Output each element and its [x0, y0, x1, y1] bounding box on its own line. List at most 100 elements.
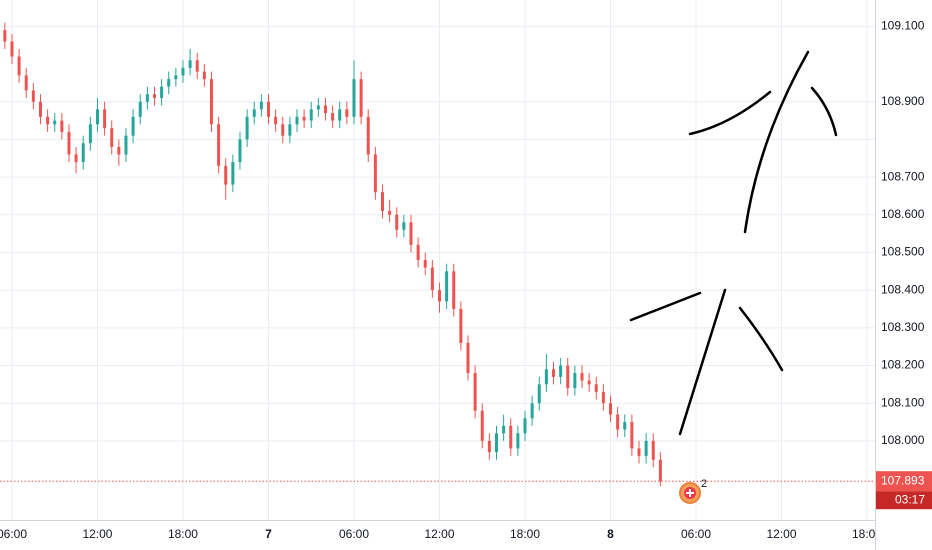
candle-body	[238, 139, 242, 163]
x-tick-label: 12:00	[82, 527, 112, 541]
candle-body	[388, 211, 392, 215]
candle-body	[537, 384, 541, 404]
candle-body	[616, 414, 620, 430]
candle-body	[594, 384, 598, 392]
x-tick-label: 7	[265, 527, 272, 541]
candle-body	[559, 365, 563, 377]
candle-body	[523, 418, 527, 434]
x-tick-label: 8	[607, 527, 614, 541]
candle-body	[573, 373, 577, 389]
candle-body	[366, 116, 370, 155]
x-tick-label: 12:00	[766, 527, 796, 541]
candle-body	[31, 90, 35, 102]
candle-body	[530, 403, 534, 419]
y-axis-panel	[875, 0, 932, 550]
candle-body	[131, 116, 135, 136]
candle-body	[259, 101, 263, 110]
candle-body	[95, 109, 99, 125]
candle-body	[323, 105, 327, 114]
candle-body	[352, 79, 356, 117]
x-tick-label: 06:00	[339, 527, 369, 541]
y-tick-label: 108.600	[881, 207, 925, 221]
candle-body	[266, 101, 270, 117]
candle-body	[658, 459, 662, 482]
event-badge[interactable]: 2	[679, 478, 707, 504]
candle-body	[345, 109, 349, 117]
x-axis: 06:00 12:00 18:00 7 06:00 12:00 18:00 8 06:00 12:…	[0, 520, 882, 541]
x-tick-label: 18:00	[852, 527, 882, 541]
drawing-stroke	[688, 90, 772, 136]
y-tick-label: 109.100	[881, 19, 925, 33]
candle-body	[117, 146, 121, 155]
candle-body	[188, 60, 192, 68]
candle-body	[452, 271, 456, 309]
countdown-label: 03:17	[895, 492, 925, 506]
drawing-stroke	[738, 306, 784, 372]
candle-body	[138, 101, 142, 117]
candle-body	[110, 128, 114, 147]
candle-body	[509, 425, 513, 449]
candle-body	[359, 79, 363, 117]
candle-body	[380, 192, 384, 212]
candle-body	[17, 56, 21, 76]
candle-body	[316, 105, 320, 110]
candle-body	[331, 113, 335, 121]
badge-count: 2	[701, 478, 707, 490]
candle-body	[609, 403, 613, 415]
candle-body	[309, 109, 313, 121]
candle-body	[473, 373, 477, 411]
candle-body	[587, 380, 591, 385]
candle-body	[302, 116, 306, 121]
y-tick-label: 108.000	[881, 433, 925, 447]
candle-body	[459, 308, 463, 343]
y-tick-label: 108.200	[881, 358, 925, 372]
candle-body	[10, 41, 14, 57]
x-tick-label: 12:00	[424, 527, 454, 541]
y-axis: 108.000 108.100 108.200 108.300 108.400 108.5…	[875, 0, 932, 550]
candle-body	[637, 448, 641, 456]
candle-body	[274, 116, 278, 125]
candle-body	[544, 369, 548, 385]
x-tick-label: 06:00	[681, 527, 711, 541]
candle-body	[480, 410, 484, 441]
candle-body	[231, 162, 235, 185]
candle-body	[502, 425, 506, 434]
candle-body	[209, 79, 213, 125]
candle-body	[623, 422, 627, 430]
candle-body	[338, 109, 342, 121]
candle-body	[402, 222, 406, 230]
candle-body	[516, 433, 520, 449]
candle-body	[245, 116, 249, 140]
countdown-tag	[876, 491, 932, 510]
candle-body	[580, 373, 584, 381]
candle-body	[566, 365, 570, 389]
drawing-stroke	[629, 291, 702, 322]
candle-body	[395, 214, 399, 230]
badge-cross	[686, 489, 694, 497]
y-tick-label: 108.700	[881, 169, 925, 183]
candle-body	[423, 260, 427, 268]
candle-body	[124, 135, 128, 155]
x-tick-label: 18:00	[510, 527, 540, 541]
candle-body	[174, 75, 178, 80]
candle-body	[416, 244, 420, 260]
candle-body	[445, 271, 449, 302]
candle-body	[46, 116, 50, 125]
candle-body	[67, 131, 71, 155]
x-tick-label: 18:00	[168, 527, 198, 541]
candle-body	[466, 342, 470, 374]
candle-body	[552, 369, 556, 377]
drawing-stroke	[678, 288, 727, 436]
candle-body	[3, 30, 7, 42]
y-tick-label: 108.900	[881, 94, 925, 108]
candle-body	[437, 290, 441, 302]
candle-body	[288, 124, 292, 136]
candle-body	[74, 154, 78, 163]
plot-area	[0, 0, 875, 520]
candle-body	[430, 267, 434, 291]
hand-drawings	[629, 50, 838, 436]
candle-body	[281, 124, 285, 136]
candle-body	[630, 422, 634, 449]
